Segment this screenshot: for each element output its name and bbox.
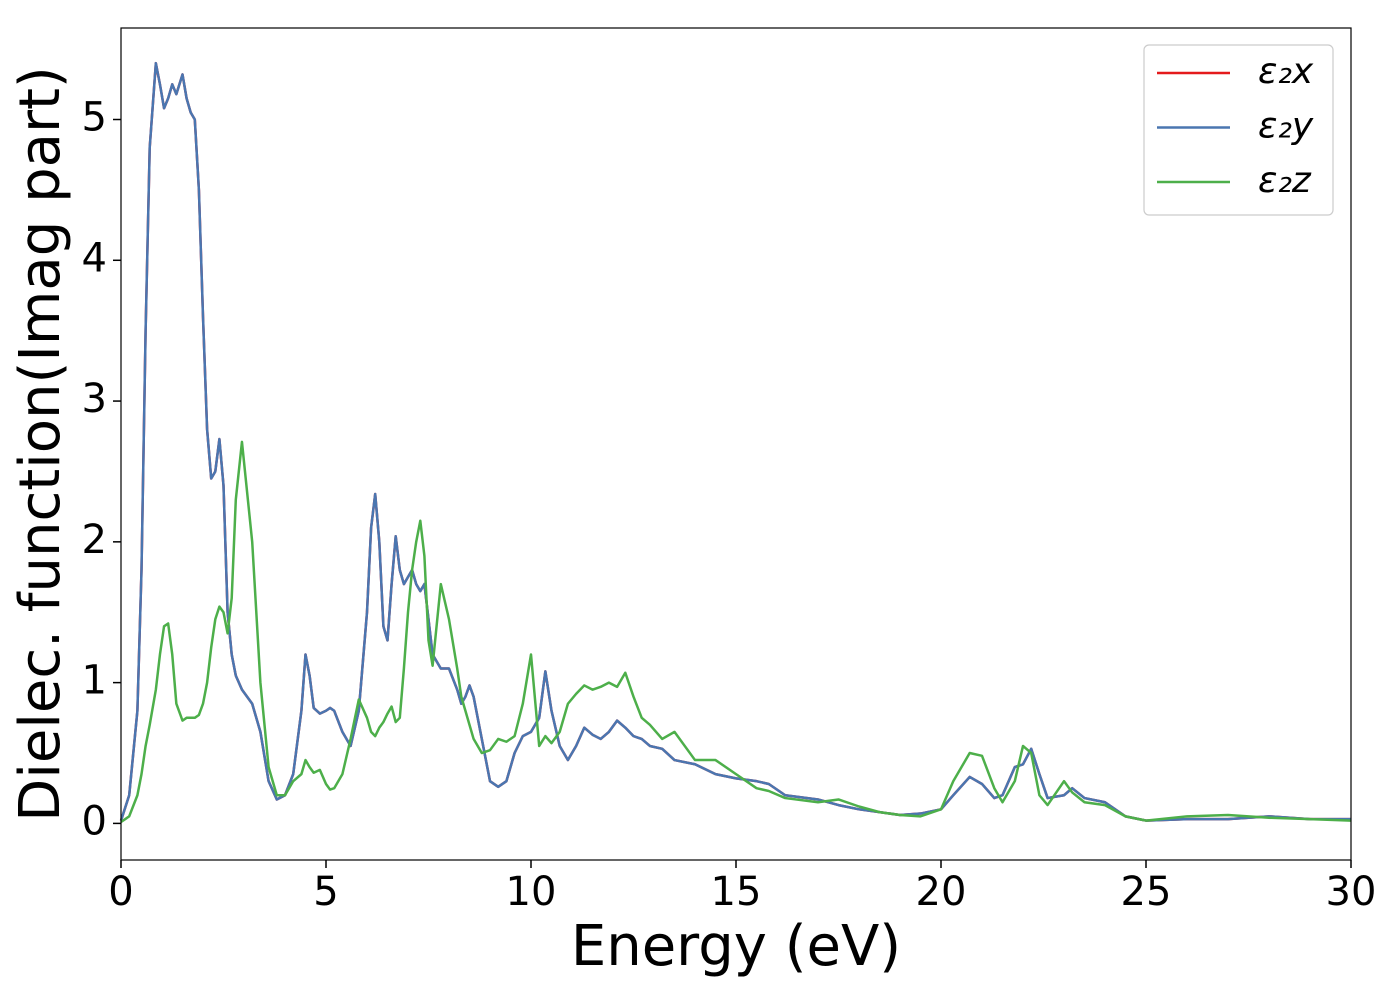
y-tick-label: 0: [82, 798, 107, 844]
legend-label: ε₂x: [1258, 51, 1314, 92]
y-tick-label: 1: [82, 658, 107, 704]
series-line: [120, 440, 1352, 824]
legend-box: [1143, 44, 1334, 216]
x-tick-label: 20: [916, 869, 967, 915]
x-axis-label: Energy (eV): [571, 914, 901, 979]
x-tick-label: 0: [108, 869, 133, 915]
y-tick-label: 2: [82, 517, 107, 563]
y-tick-label: 4: [82, 235, 107, 281]
y-axis-label: Dielec. function(Imag part): [8, 66, 73, 822]
y-tick-label: 3: [82, 376, 107, 422]
x-tick-label: 10: [506, 869, 557, 915]
x-tick-label: 5: [313, 869, 338, 915]
x-tick-label: 25: [1121, 869, 1172, 915]
x-tick-label: 30: [1326, 869, 1377, 915]
x-tick-label: 15: [711, 869, 762, 915]
plot-frame: [120, 27, 1352, 861]
legend-label: ε₂y: [1258, 106, 1314, 147]
y-tick-label: 5: [82, 95, 107, 141]
legend-label: ε₂z: [1258, 160, 1312, 201]
